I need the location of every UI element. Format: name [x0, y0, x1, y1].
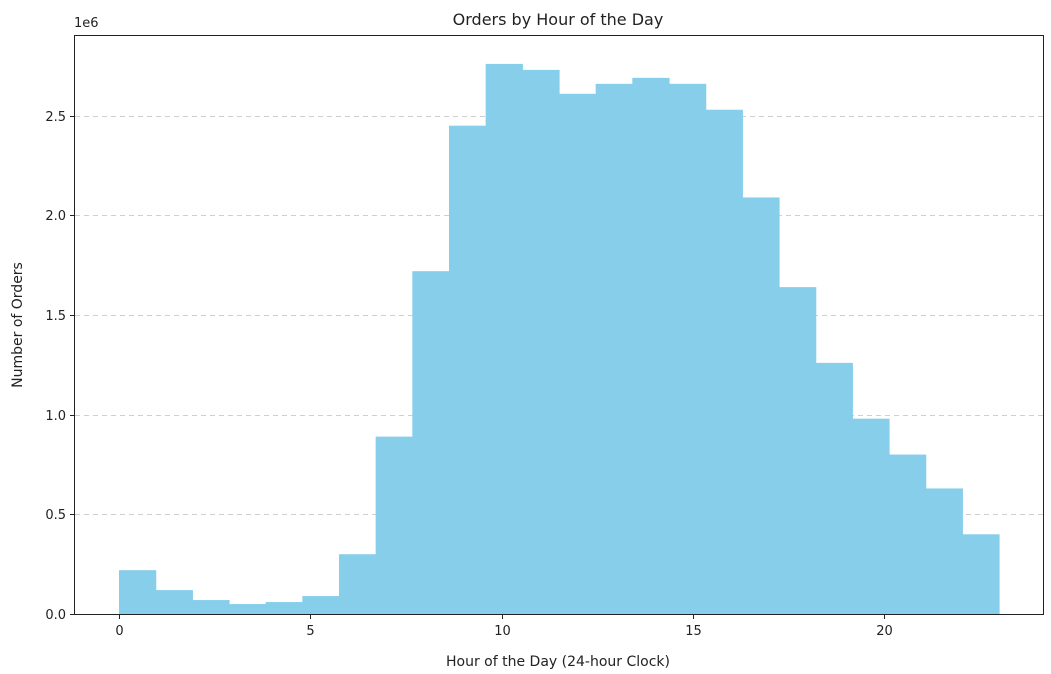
histogram-bar [375, 436, 413, 614]
y-tick-label: 2.0 [45, 209, 66, 224]
histogram-bar [632, 77, 670, 615]
histogram-bar [339, 554, 377, 614]
histogram-bar [815, 362, 853, 614]
histogram-bar [779, 287, 817, 614]
histogram-bar [522, 69, 560, 615]
x-axis-label: Hour of the Day (24-hour Clock) [446, 654, 670, 670]
histogram-bar [265, 602, 303, 614]
histogram-bar [155, 590, 193, 614]
y-tick-label: 1.0 [45, 409, 66, 424]
histogram-bar [669, 83, 707, 615]
x-tick-label: 10 [494, 624, 511, 639]
y-axis-label: Number of Orders [10, 262, 26, 388]
x-tick-label: 0 [115, 624, 123, 639]
histogram-bars [119, 63, 1000, 615]
y-tick-label: 1.5 [45, 309, 66, 324]
histogram-bar [559, 93, 597, 615]
histogram-bar [742, 197, 780, 614]
x-tick-label: 5 [306, 624, 314, 639]
histogram-bar [119, 570, 157, 614]
histogram-bar [595, 83, 633, 615]
x-tick-label: 20 [876, 624, 893, 639]
histogram-bar [229, 604, 267, 614]
y-tick-label: 0.0 [45, 608, 66, 623]
x-axis-ticks: 0 5 10 15 20 [115, 614, 893, 639]
x-tick-label: 15 [685, 624, 702, 639]
histogram-bar [852, 418, 890, 614]
histogram-bar [192, 600, 230, 614]
y-tick-label: 2.5 [45, 110, 66, 125]
y-tick-label: 0.5 [45, 508, 66, 523]
chart-title: Orders by Hour of the Day [453, 10, 664, 29]
histogram-bar [925, 488, 963, 614]
y-axis-ticks: 0.0 0.5 1.0 1.5 2.0 2.5 [45, 110, 75, 623]
histogram-bar [302, 596, 340, 614]
histogram-bar [449, 125, 487, 615]
histogram-bar [705, 109, 743, 615]
histogram-bar [962, 534, 1000, 614]
histogram-bar [889, 454, 927, 614]
histogram-bar [412, 271, 450, 614]
histogram-bar [485, 63, 523, 615]
plot-frame [74, 35, 1044, 615]
y-offset-label: 1e6 [74, 16, 99, 31]
